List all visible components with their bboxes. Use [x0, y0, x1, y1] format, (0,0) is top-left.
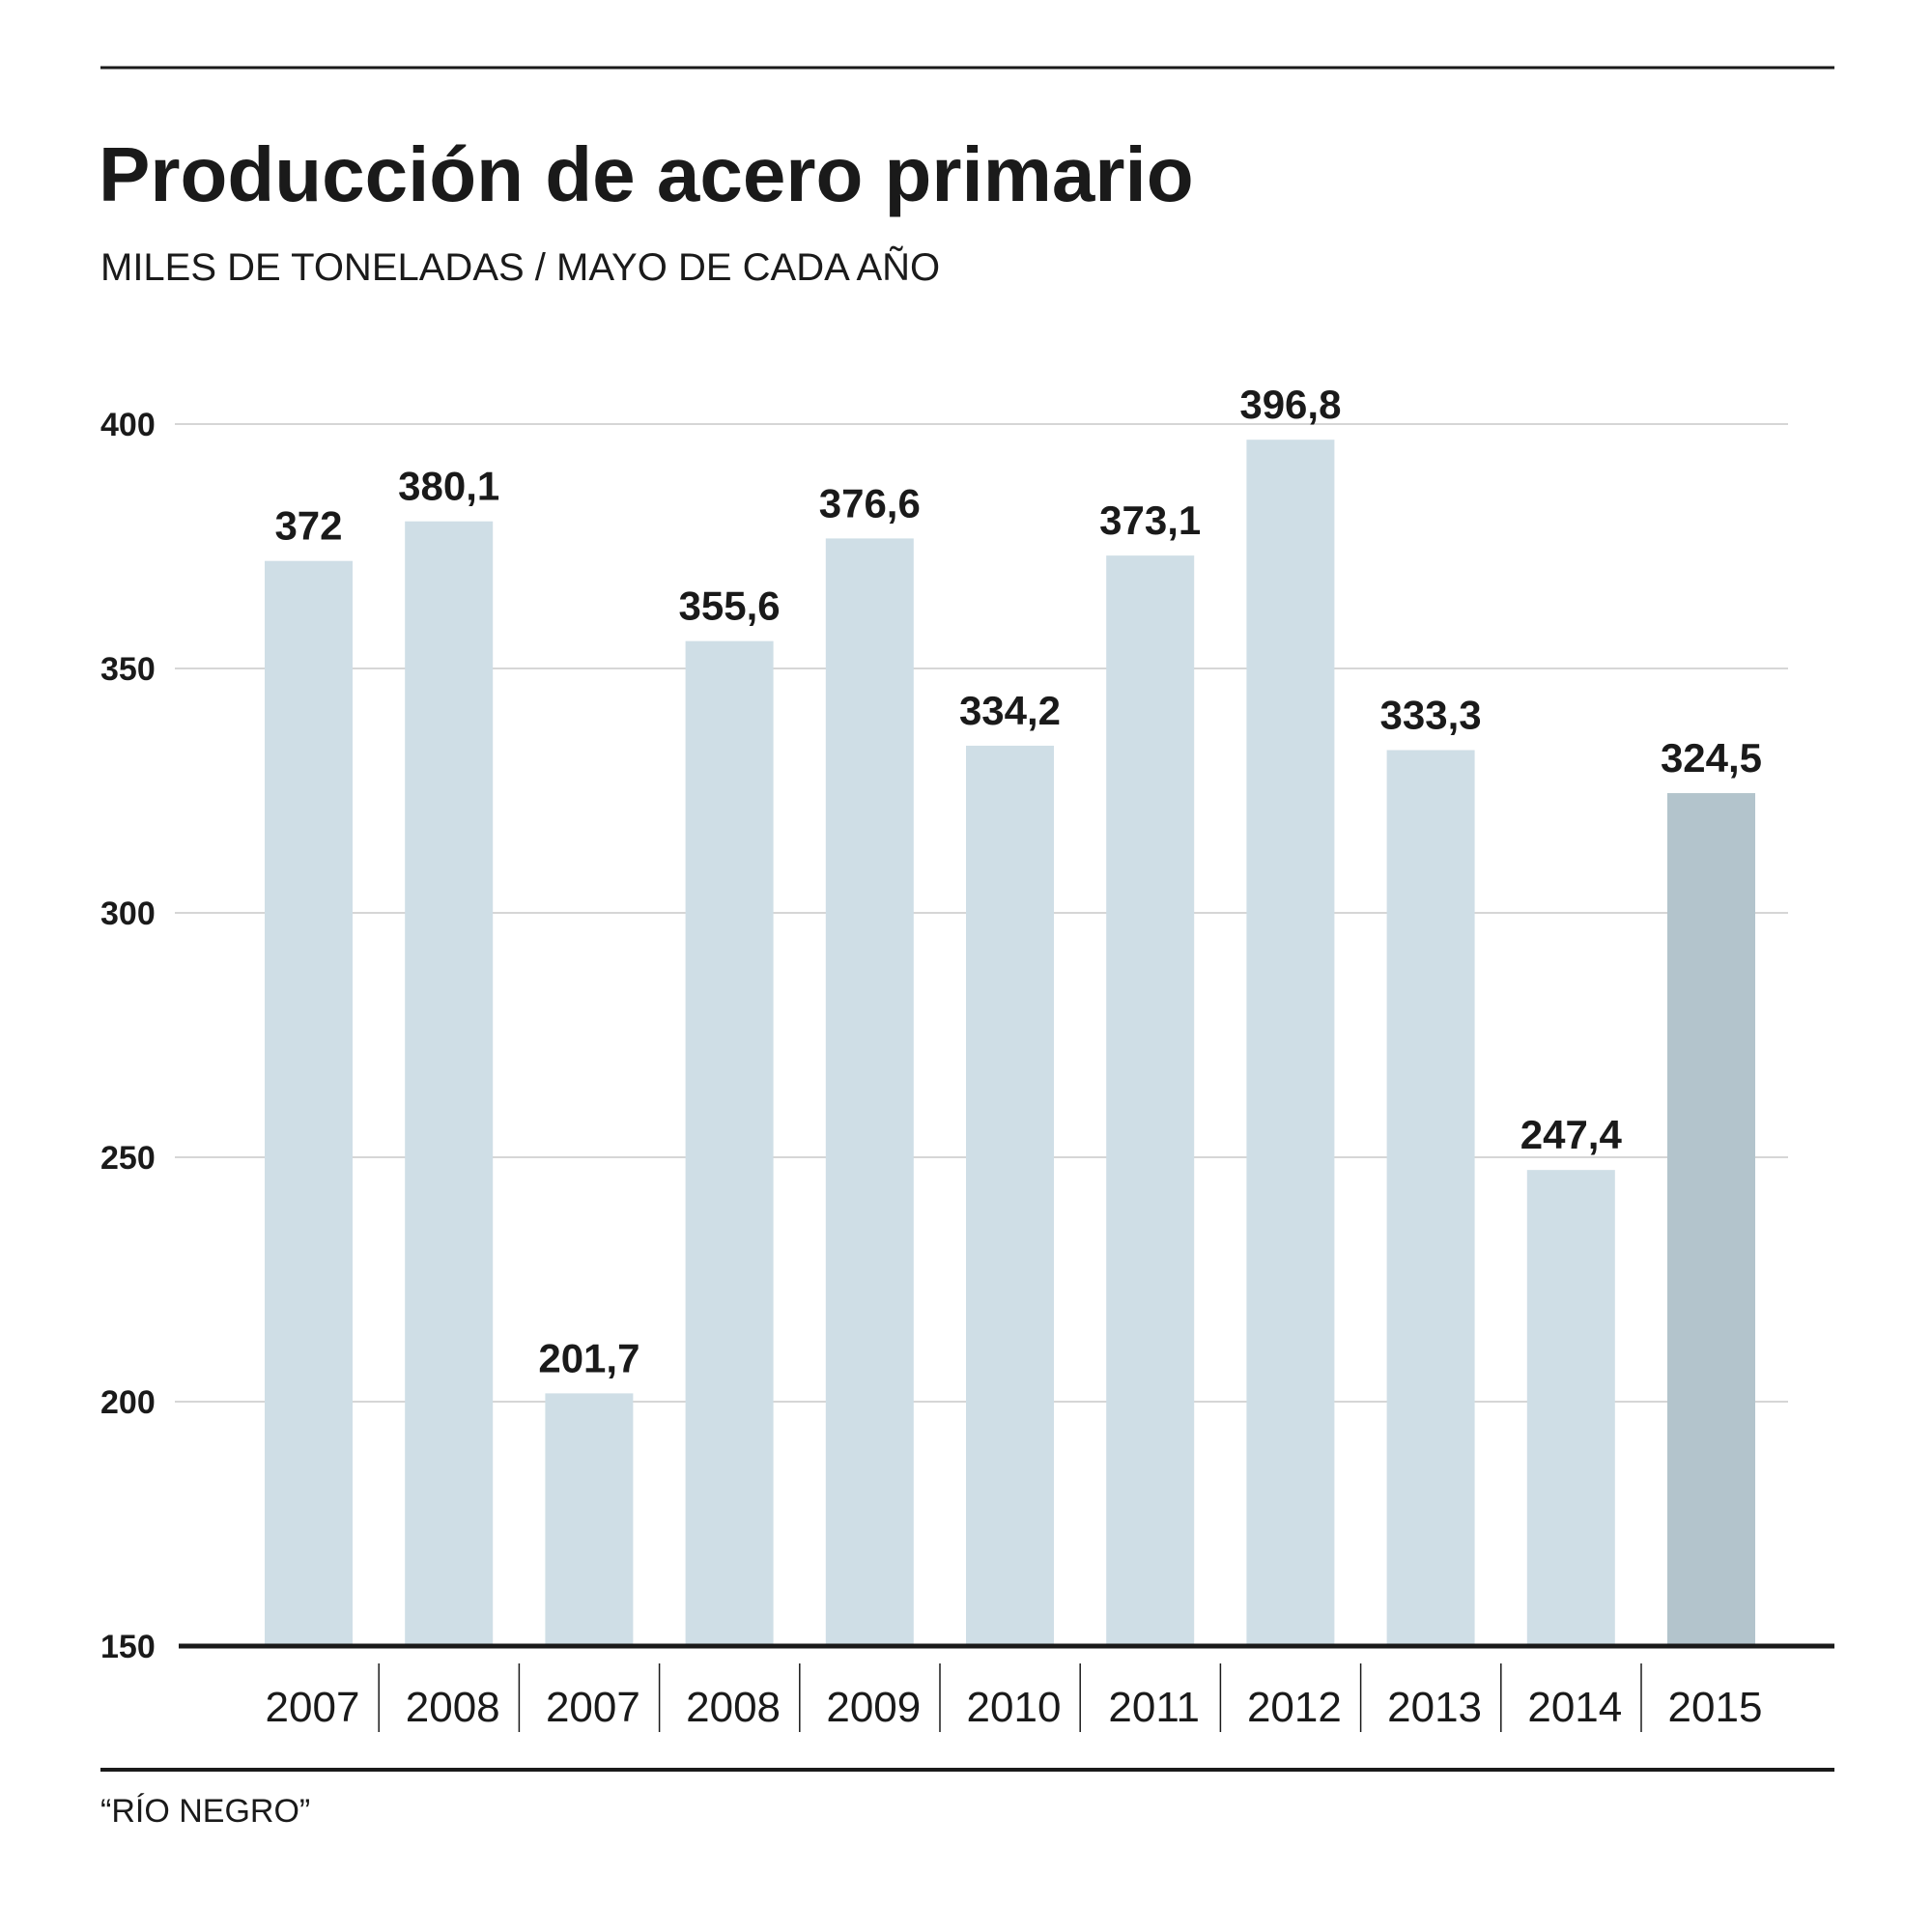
value-label: 396,8 — [1239, 382, 1341, 427]
chart-title: Producción de acero primario — [99, 131, 1194, 217]
value-label: 333,3 — [1380, 693, 1482, 738]
x-tick-label: 2008 — [686, 1684, 781, 1731]
y-tick-label: 300 — [100, 895, 156, 932]
value-label: 334,2 — [959, 688, 1061, 733]
source-credit: “RÍO NEGRO” — [100, 1793, 310, 1830]
bar-2014 — [1526, 1170, 1615, 1646]
bar-2008 — [685, 640, 774, 1646]
y-tick-label: 150 — [100, 1629, 156, 1665]
value-label: 324,5 — [1661, 735, 1762, 781]
x-tick-label: 2007 — [546, 1684, 640, 1731]
value-label: 373,1 — [1099, 497, 1201, 543]
bar-2009 — [825, 538, 914, 1646]
bar-2012 — [1246, 440, 1335, 1646]
x-tick-label: 2010 — [967, 1684, 1062, 1731]
y-tick-label: 400 — [100, 407, 156, 443]
x-tick-label: 2014 — [1527, 1684, 1622, 1731]
x-tick-label: 2012 — [1247, 1684, 1342, 1731]
value-label: 380,1 — [398, 464, 499, 509]
bar-2007 — [265, 560, 353, 1647]
bar-2010 — [966, 745, 1054, 1646]
bar-2008 — [405, 521, 494, 1646]
value-label: 372 — [274, 503, 342, 549]
value-label: 247,4 — [1520, 1112, 1623, 1157]
x-tick-label: 2007 — [266, 1684, 360, 1731]
chart-subtitle: MILES DE TONELADAS / MAYO DE CADA AÑO — [100, 245, 940, 289]
value-label: 376,6 — [819, 480, 921, 526]
x-tick-label: 2011 — [1108, 1684, 1200, 1731]
bar-2007 — [545, 1393, 634, 1646]
x-tick-label: 2015 — [1668, 1684, 1763, 1731]
x-tick-label: 2009 — [826, 1684, 921, 1731]
y-tick-label: 200 — [100, 1384, 156, 1421]
x-tick-label: 2008 — [406, 1684, 500, 1731]
value-label: 355,6 — [679, 583, 781, 629]
bar-2011 — [1106, 555, 1195, 1646]
value-label: 201,7 — [538, 1335, 639, 1380]
x-tick-label: 2013 — [1387, 1684, 1482, 1731]
bar-2013 — [1386, 750, 1475, 1646]
y-tick-label: 250 — [100, 1140, 156, 1177]
bar-2015 — [1667, 793, 1755, 1646]
y-tick-label: 350 — [100, 651, 156, 688]
